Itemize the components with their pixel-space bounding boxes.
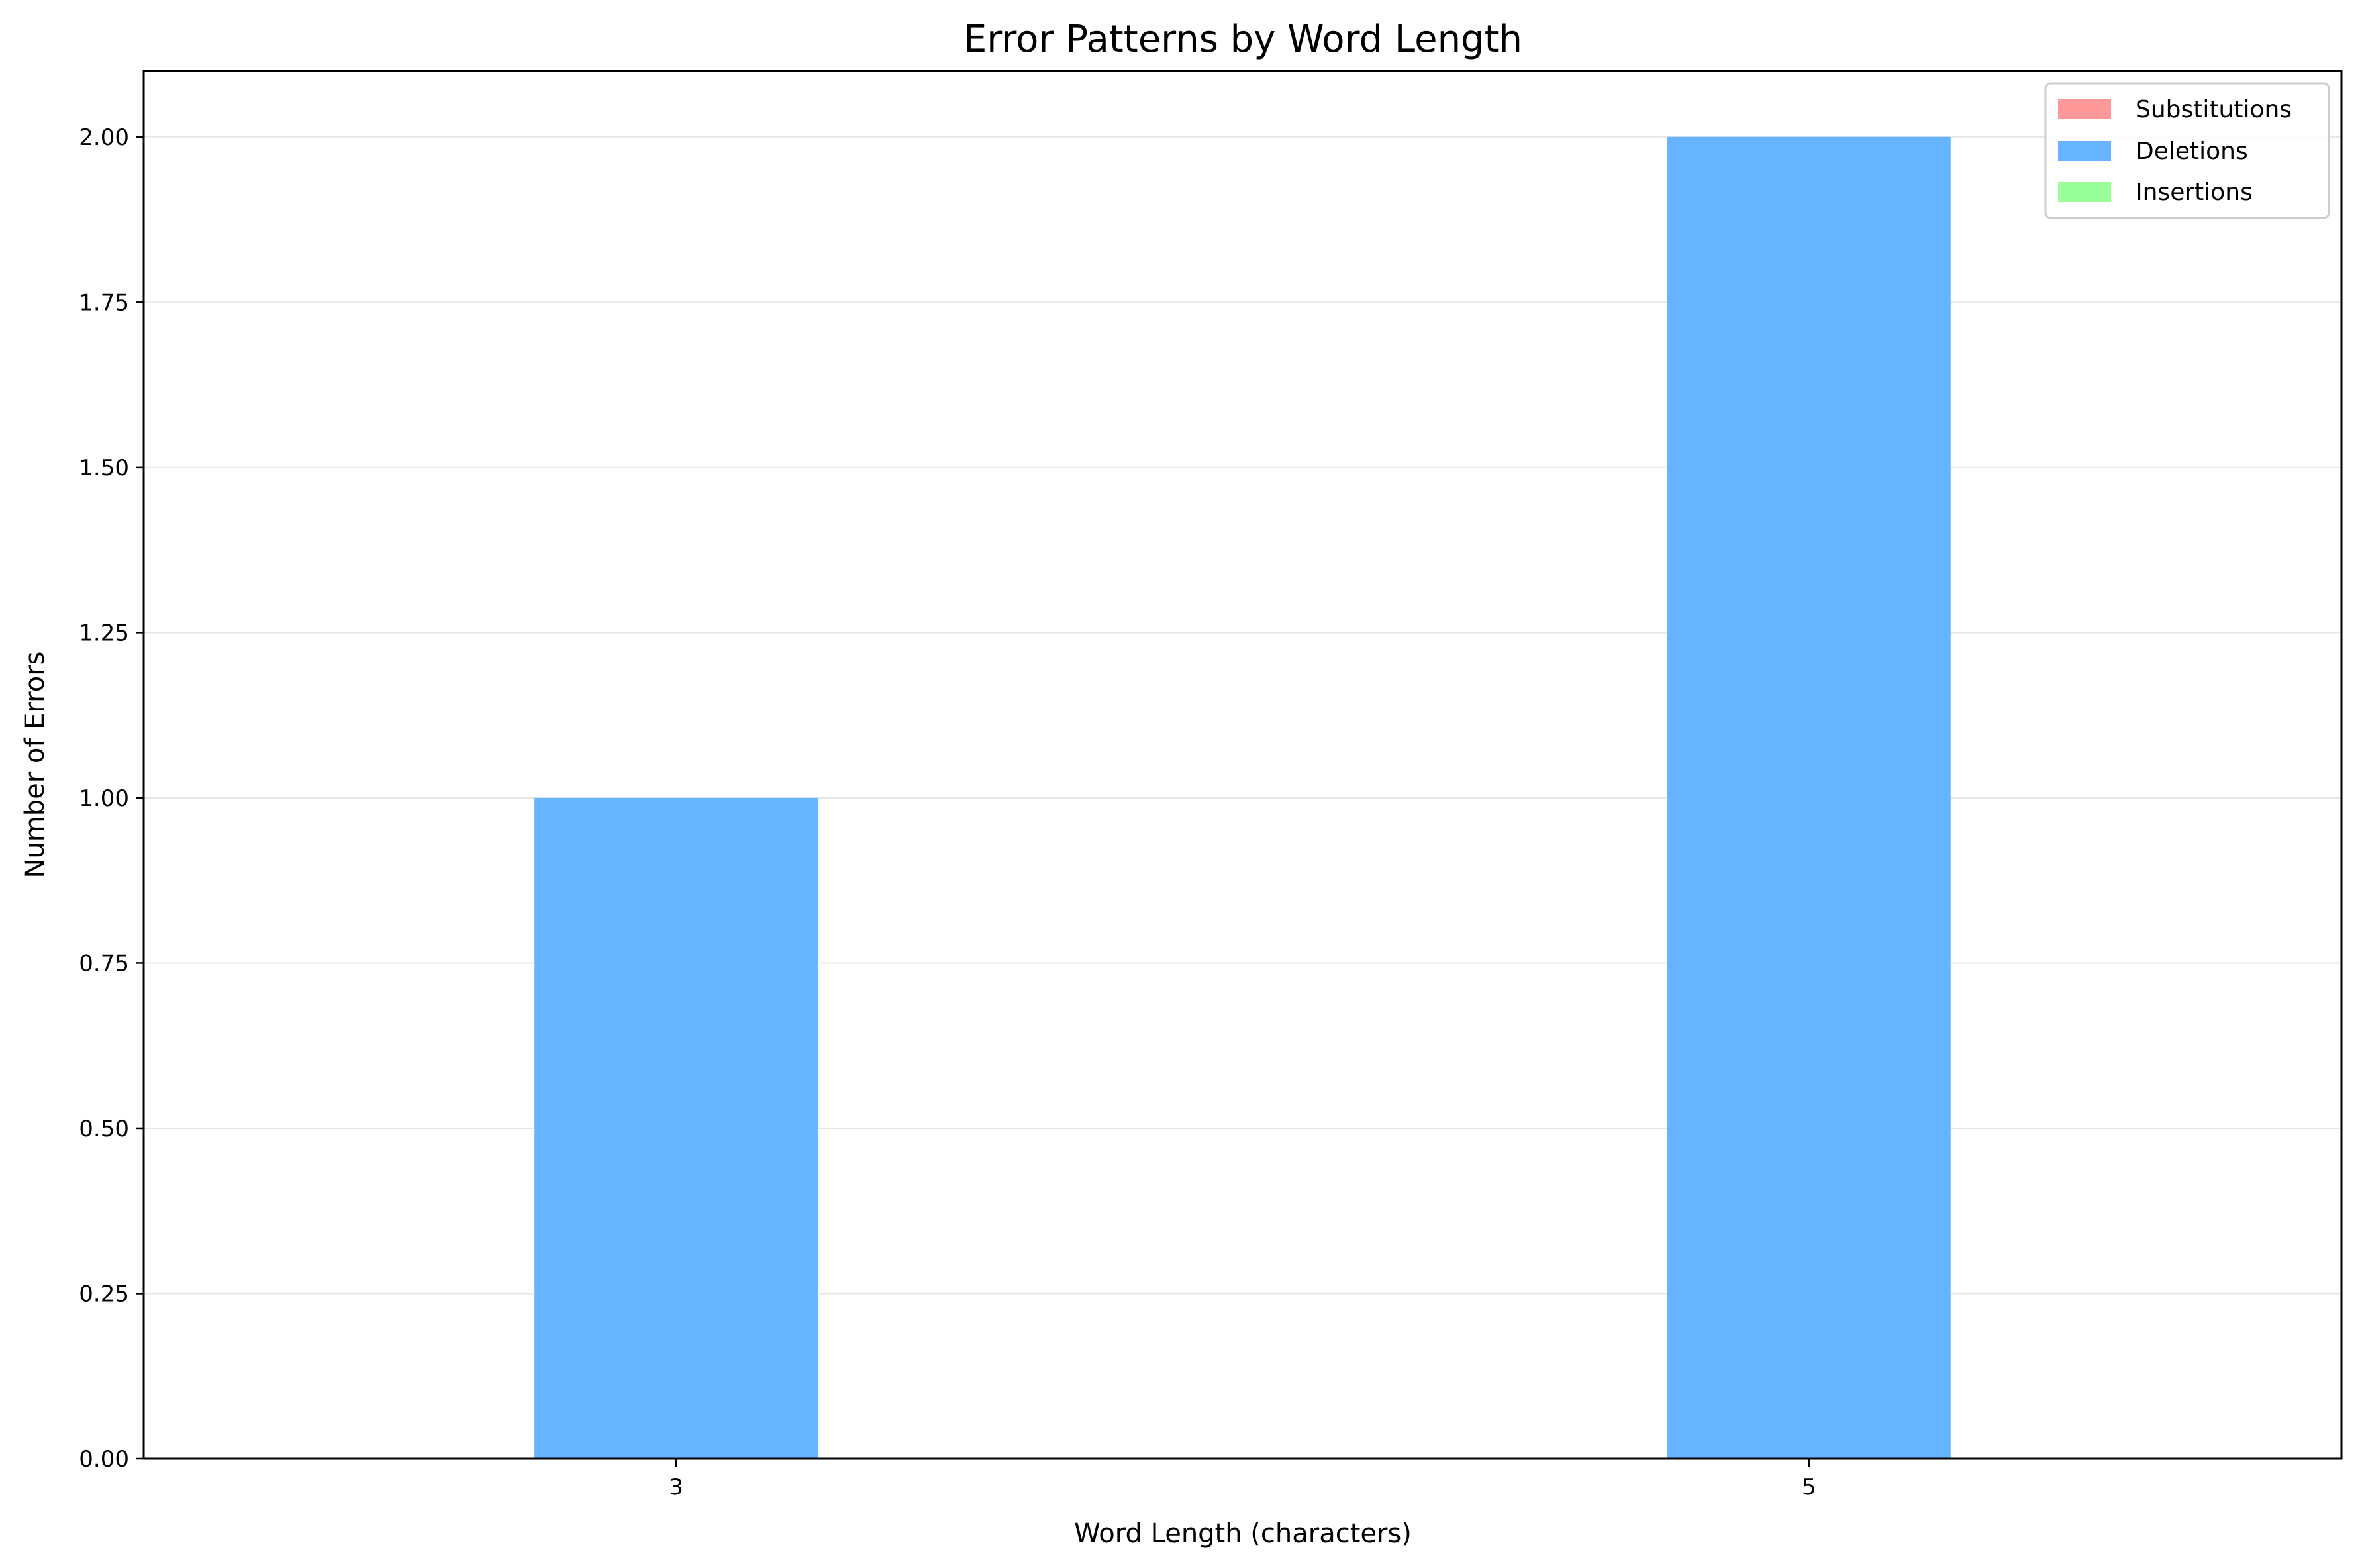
legend-swatch-substitutions (2058, 99, 2111, 119)
bars (534, 136, 1951, 1459)
bar-deletions-5 (1667, 136, 1951, 1459)
y-tick-label: 1.50 (79, 455, 129, 481)
y-tick-label: 1.00 (79, 785, 129, 812)
legend: Substitutions Deletions Insertions (2044, 82, 2330, 219)
x-tick-label: 3 (669, 1474, 683, 1500)
x-tick-label: 5 (1802, 1474, 1816, 1500)
chart-title: Error Patterns by Word Length (963, 18, 1522, 61)
legend-label-deletions: Deletions (2136, 138, 2248, 165)
legend-box (2044, 82, 2330, 219)
legend-swatch-deletions (2058, 141, 2111, 161)
y-tick-label: 0.00 (79, 1446, 129, 1473)
grid-lines (144, 136, 2341, 1295)
x-axis-label: Word Length (characters) (1074, 1518, 1412, 1549)
y-tick-label: 2.00 (79, 124, 129, 151)
y-tick-label: 0.50 (79, 1116, 129, 1142)
y-axis-label: Number of Errors (20, 651, 50, 878)
y-tick-label: 0.75 (79, 950, 129, 977)
y-axis-ticks: 0.00 0.25 0.50 0.75 1.00 1.25 1.50 1.75 2.00 (79, 124, 144, 1473)
legend-swatch-insertions (2058, 182, 2111, 202)
bar-deletions-3 (534, 797, 818, 1459)
y-tick-label: 1.75 (79, 289, 129, 316)
y-tick-label: 1.25 (79, 620, 129, 646)
plot-frame (142, 70, 2343, 1460)
legend-label-insertions: Insertions (2136, 179, 2253, 206)
y-tick-label: 0.25 (79, 1281, 129, 1307)
legend-label-substitutions: Substitutions (2136, 96, 2292, 123)
